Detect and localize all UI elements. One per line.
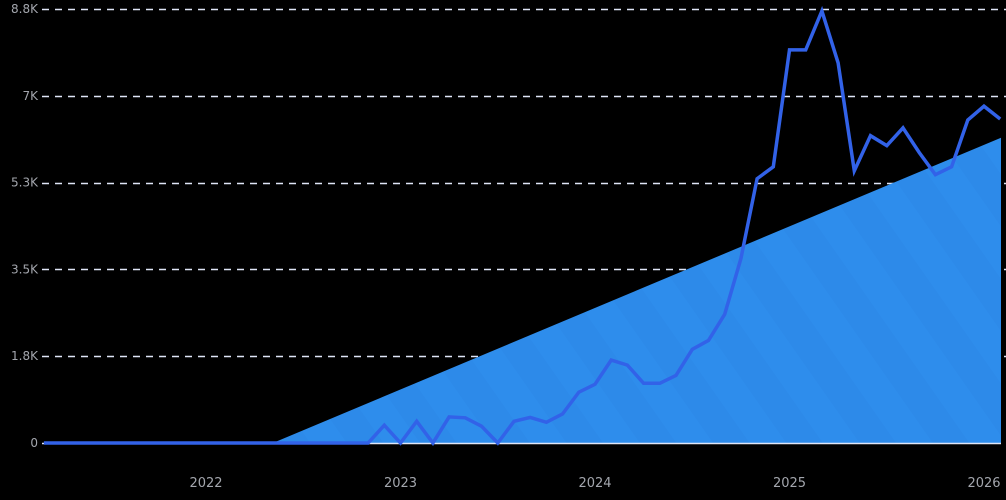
trend-area-fill <box>272 137 1001 443</box>
series-line-path <box>43 5 1002 447</box>
y-tick-label: 0 <box>30 436 38 450</box>
x-tick-label: 2022 <box>189 476 222 491</box>
series-line <box>43 5 1002 447</box>
y-tick-label: 7K <box>22 89 39 103</box>
x-tick-label: 2024 <box>578 476 611 491</box>
x-axis-ticks: 2022 2023 2024 2025 2026 <box>189 476 1000 491</box>
x-tick-label: 2025 <box>773 476 806 491</box>
trend-area <box>272 137 1001 443</box>
y-axis-ticks: 0 1.8K 3.5K 5.3K 7K 8.8K <box>11 2 39 450</box>
x-tick-label: 2026 <box>967 476 1000 491</box>
y-tick-label: 5.3K <box>11 176 39 190</box>
x-tick-label: 2023 <box>384 476 417 491</box>
y-tick-label: 3.5K <box>11 262 39 276</box>
y-tick-label: 8.8K <box>11 2 39 16</box>
y-tick-label: 1.8K <box>11 349 39 363</box>
